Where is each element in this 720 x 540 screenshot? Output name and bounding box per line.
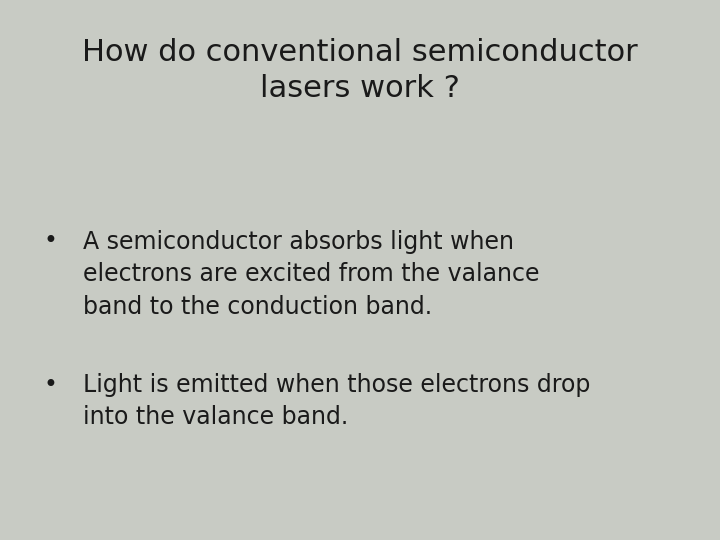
Text: How do conventional semiconductor
lasers work ?: How do conventional semiconductor lasers… (82, 38, 638, 103)
Text: •: • (43, 373, 57, 396)
Text: Light is emitted when those electrons drop
into the valance band.: Light is emitted when those electrons dr… (83, 373, 590, 429)
Text: •: • (43, 230, 57, 253)
Text: A semiconductor absorbs light when
electrons are excited from the valance
band t: A semiconductor absorbs light when elect… (83, 230, 539, 319)
